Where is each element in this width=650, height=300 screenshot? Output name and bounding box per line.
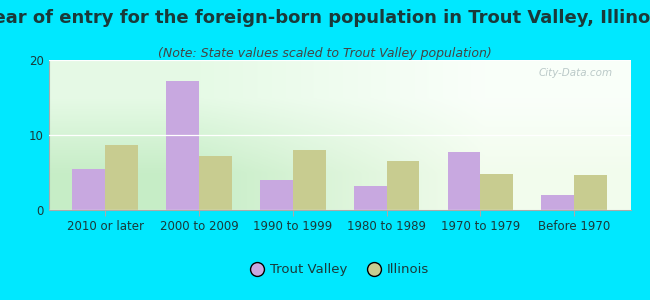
Bar [541,195,574,210]
Bar [292,150,326,210]
Text: Year of entry for the foreign-born population in Trout Valley, Illinois: Year of entry for the foreign-born popul… [0,9,650,27]
Bar [199,156,231,210]
Bar [260,180,292,210]
Bar [354,186,387,210]
Bar [166,81,199,210]
Bar [574,175,607,210]
Text: (Note: State values scaled to Trout Valley population): (Note: State values scaled to Trout Vall… [158,46,492,59]
Bar [72,169,105,210]
Bar [105,145,138,210]
Text: City-Data.com: City-Data.com [539,68,613,77]
Bar [448,152,480,210]
Bar [480,174,514,210]
Bar [387,161,419,210]
Legend: Trout Valley, Illinois: Trout Valley, Illinois [245,258,434,281]
